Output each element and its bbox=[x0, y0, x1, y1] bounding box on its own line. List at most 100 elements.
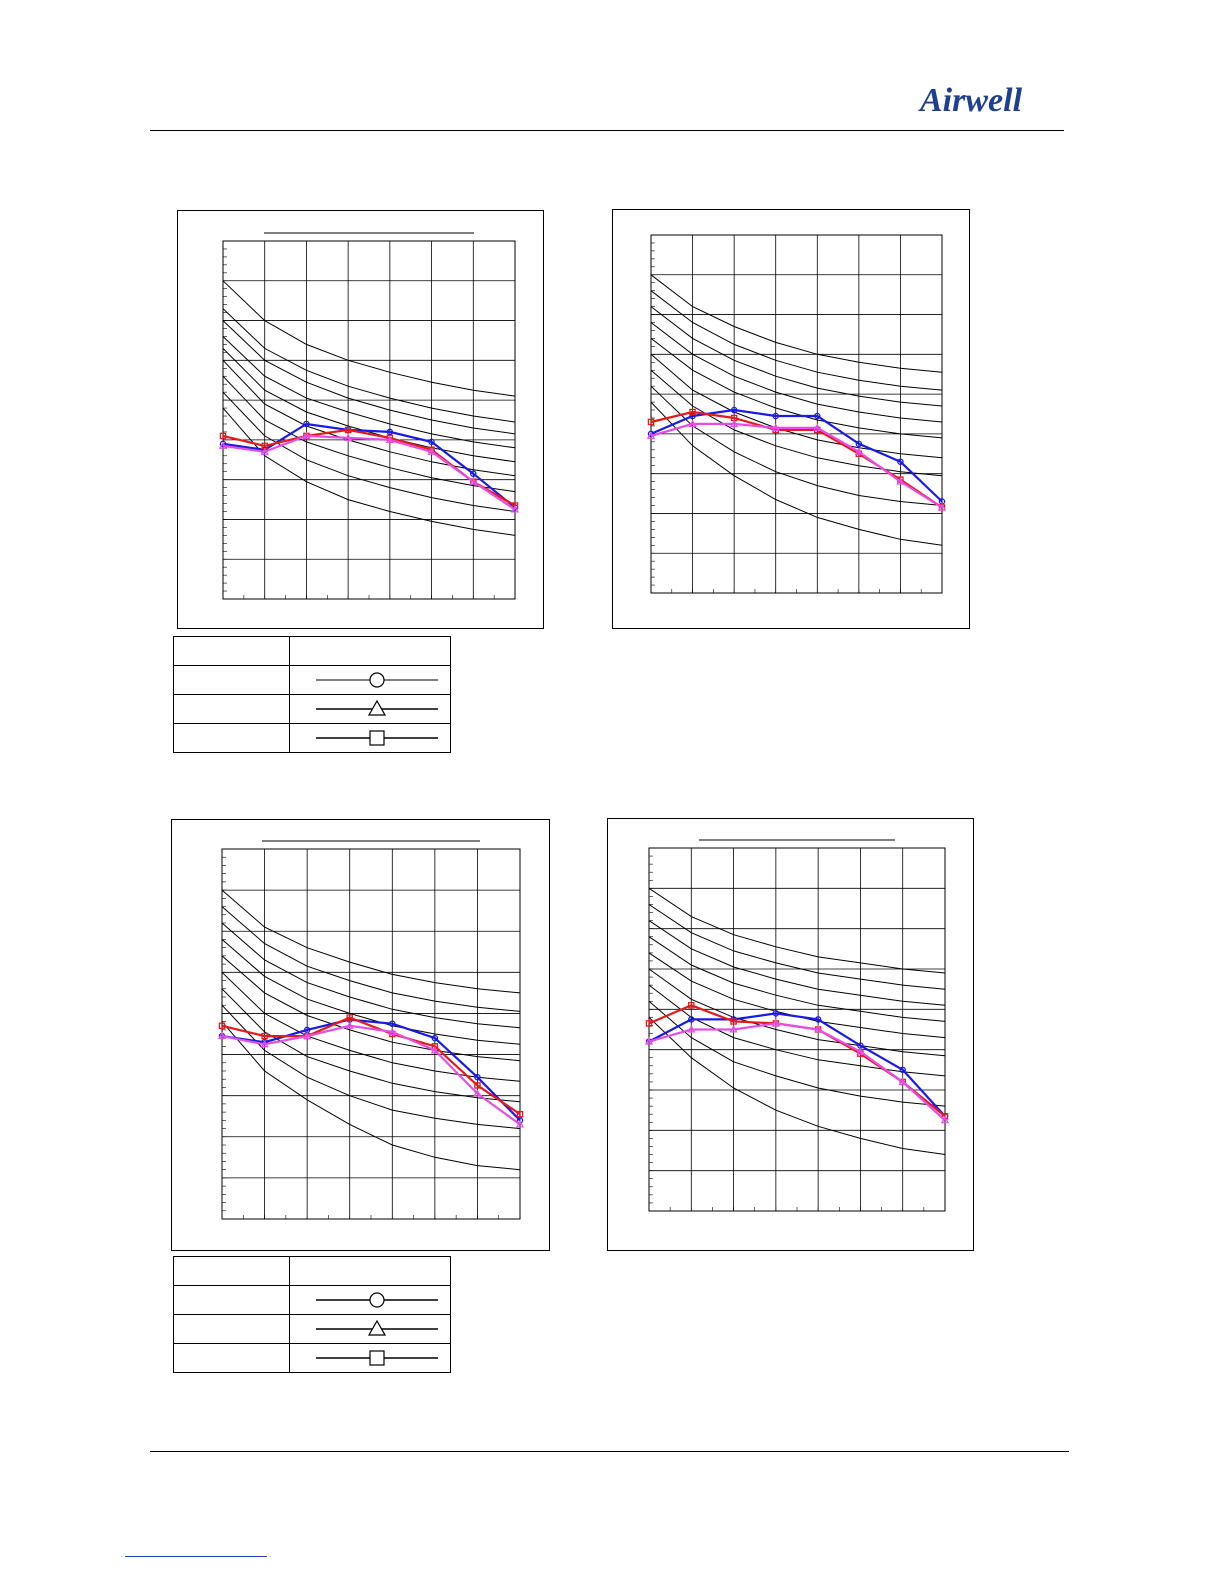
data-point-triangle bbox=[896, 477, 905, 485]
reference-curve bbox=[221, 971, 521, 1082]
data-point-triangle bbox=[940, 1115, 950, 1124]
data-point-triangle bbox=[813, 423, 822, 431]
data-point-triangle bbox=[303, 1031, 312, 1040]
reference-curve bbox=[648, 904, 946, 990]
data-point-circle bbox=[386, 428, 394, 436]
series-line-triangle bbox=[222, 434, 516, 511]
data-point-triangle bbox=[430, 1046, 439, 1054]
chart-1 bbox=[218, 232, 520, 600]
series-line-circle bbox=[650, 408, 943, 503]
data-point-triangle bbox=[345, 1021, 354, 1029]
data-point-triangle bbox=[344, 433, 353, 441]
legend-row bbox=[173, 665, 451, 695]
legend-row-symbol bbox=[289, 1285, 451, 1315]
chart-panel-1 bbox=[177, 210, 544, 629]
legend-header-row bbox=[173, 1256, 451, 1286]
square-marker-icon bbox=[316, 730, 438, 746]
data-point-square bbox=[511, 502, 519, 509]
data-point-square bbox=[647, 418, 655, 426]
series-line-circle bbox=[648, 1012, 946, 1117]
reference-curve bbox=[648, 1000, 946, 1107]
data-point-square bbox=[431, 1043, 439, 1050]
data-point-circle bbox=[855, 440, 863, 448]
data-point-circle bbox=[730, 406, 738, 414]
data-point-triangle bbox=[388, 1027, 397, 1035]
legend-table-1 bbox=[173, 636, 451, 753]
data-point-triangle bbox=[937, 503, 947, 511]
legend-header-symbol-cell bbox=[289, 636, 451, 666]
legend-row-label bbox=[173, 665, 290, 695]
legend-row-label bbox=[173, 1314, 290, 1344]
reference-curve bbox=[222, 375, 516, 493]
reference-curve bbox=[648, 984, 946, 1077]
data-point-square bbox=[218, 1022, 226, 1030]
chart-panel-4 bbox=[607, 818, 974, 1251]
series-line-square bbox=[221, 1016, 521, 1116]
reference-curve bbox=[650, 353, 943, 459]
data-point-triangle bbox=[260, 447, 269, 455]
reference-curve bbox=[650, 290, 943, 391]
data-point-circle bbox=[431, 1034, 439, 1042]
legend-header-symbol-cell bbox=[289, 1256, 451, 1286]
reference-curve bbox=[648, 887, 946, 974]
data-point-triangle bbox=[729, 1025, 738, 1033]
reference-curve bbox=[221, 939, 521, 1045]
legend-row-symbol bbox=[289, 723, 451, 753]
data-point-circle bbox=[772, 1010, 780, 1017]
reference-curve bbox=[650, 274, 943, 373]
legend-row-label bbox=[173, 1343, 290, 1373]
reference-curve bbox=[648, 1017, 946, 1155]
data-point-circle bbox=[303, 420, 310, 428]
data-point-circle bbox=[814, 1016, 822, 1023]
legend-row bbox=[173, 1343, 451, 1373]
data-point-triangle bbox=[687, 1025, 696, 1033]
data-point-square bbox=[344, 426, 352, 434]
plot-frame bbox=[650, 234, 943, 594]
reference-curve bbox=[650, 338, 943, 439]
data-point-circle bbox=[688, 1016, 695, 1023]
legend-row bbox=[173, 1314, 451, 1344]
data-point-circle bbox=[389, 1020, 396, 1027]
plot-frame bbox=[222, 240, 516, 600]
chart-2 bbox=[646, 234, 947, 594]
footer-rule bbox=[150, 1451, 1069, 1452]
airwell-logo-icon: Airwell bbox=[918, 82, 1023, 119]
reference-curve bbox=[221, 1021, 521, 1171]
legend-header-label-cell bbox=[173, 636, 290, 666]
triangle-marker-icon bbox=[316, 1319, 438, 1336]
chart-3 bbox=[217, 840, 525, 1220]
data-point-circle bbox=[474, 1073, 481, 1081]
data-point-square bbox=[645, 1020, 653, 1027]
data-point-square bbox=[689, 408, 696, 416]
legend-row-symbol bbox=[289, 665, 451, 695]
reference-curve bbox=[650, 385, 943, 506]
legend-header-row bbox=[173, 636, 451, 666]
legend-header-label-cell bbox=[173, 1256, 290, 1286]
legend-row-symbol bbox=[289, 1314, 451, 1344]
reference-curve bbox=[221, 955, 521, 1062]
data-point-triangle bbox=[302, 431, 311, 439]
series-line-circle bbox=[222, 422, 516, 509]
data-point-circle bbox=[689, 412, 696, 420]
footer-link-underline[interactable] bbox=[125, 1556, 267, 1557]
data-point-triangle bbox=[898, 1077, 907, 1085]
series-line-triangle bbox=[221, 1024, 521, 1126]
data-point-square bbox=[688, 1002, 695, 1009]
circle-marker-icon bbox=[316, 672, 438, 688]
data-point-circle bbox=[470, 470, 477, 477]
reference-curve bbox=[221, 906, 521, 1012]
series-line-triangle bbox=[648, 1022, 946, 1122]
data-point-triangle bbox=[217, 1031, 227, 1040]
reference-curve bbox=[222, 308, 516, 423]
reference-curve bbox=[650, 306, 943, 407]
data-point-triangle bbox=[730, 419, 739, 427]
data-point-circle bbox=[899, 1066, 906, 1074]
data-point-triangle bbox=[814, 1025, 823, 1033]
data-point-square bbox=[346, 1014, 353, 1021]
data-point-triangle bbox=[771, 423, 780, 431]
data-point-square bbox=[219, 432, 227, 440]
data-point-triangle bbox=[646, 431, 656, 439]
data-point-circle bbox=[647, 430, 655, 438]
square-marker-icon bbox=[316, 1350, 438, 1366]
reference-curve bbox=[650, 401, 943, 546]
